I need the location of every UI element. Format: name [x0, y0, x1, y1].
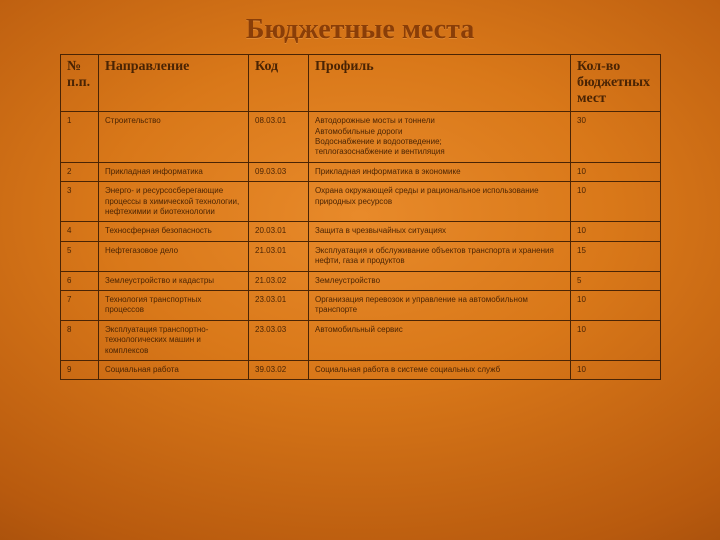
page-title: Бюджетные места	[0, 0, 720, 54]
table-row: 5Нефтегазовое дело21.03.01Эксплуатация и…	[61, 241, 661, 271]
cell-n: 1	[61, 112, 99, 163]
cell-dir: Социальная работа	[99, 360, 249, 379]
cell-dir: Техносферная безопасность	[99, 222, 249, 241]
cell-code: 23.03.01	[249, 290, 309, 320]
cell-n: 5	[61, 241, 99, 271]
table-row: 3Энерго- и ресурсосберегающие процессы в…	[61, 182, 661, 222]
cell-count: 10	[571, 320, 661, 360]
cell-profile: Социальная работа в системе социальных с…	[309, 360, 571, 379]
table-row: 6Землеустройство и кадастры21.03.02Земле…	[61, 271, 661, 290]
cell-count: 5	[571, 271, 661, 290]
cell-profile: Автомобильный сервис	[309, 320, 571, 360]
cell-profile: Землеустройство	[309, 271, 571, 290]
col-profile: Профиль	[309, 55, 571, 112]
col-number: № п.п.	[61, 55, 99, 112]
cell-n: 3	[61, 182, 99, 222]
table-row: 4Техносферная безопасность20.03.01Защита…	[61, 222, 661, 241]
cell-n: 4	[61, 222, 99, 241]
cell-count: 30	[571, 112, 661, 163]
budget-table: № п.п. Направление Код Профиль Кол-во бю…	[60, 54, 661, 380]
cell-dir: Землеустройство и кадастры	[99, 271, 249, 290]
cell-code: 39.03.02	[249, 360, 309, 379]
cell-profile: Эксплуатация и обслуживание объектов тра…	[309, 241, 571, 271]
cell-count: 15	[571, 241, 661, 271]
table-row: 7Технология транспортных процессов23.03.…	[61, 290, 661, 320]
cell-code: 21.03.02	[249, 271, 309, 290]
cell-code: 21.03.01	[249, 241, 309, 271]
table-row: 8Эксплуатация транспортно-технологически…	[61, 320, 661, 360]
table-row: 1Строительство08.03.01Автодорожные мосты…	[61, 112, 661, 163]
cell-count: 10	[571, 290, 661, 320]
table-container: № п.п. Направление Код Профиль Кол-во бю…	[60, 54, 660, 380]
table-header-row: № п.п. Направление Код Профиль Кол-во бю…	[61, 55, 661, 112]
cell-n: 7	[61, 290, 99, 320]
col-direction: Направление	[99, 55, 249, 112]
cell-profile: Защита в чрезвычайных ситуациях	[309, 222, 571, 241]
cell-n: 6	[61, 271, 99, 290]
cell-profile: Прикладная информатика в экономике	[309, 162, 571, 181]
cell-n: 8	[61, 320, 99, 360]
table-row: 2Прикладная информатика09.03.03Прикладна…	[61, 162, 661, 181]
cell-dir: Нефтегазовое дело	[99, 241, 249, 271]
cell-dir: Эксплуатация транспортно-технологических…	[99, 320, 249, 360]
cell-count: 10	[571, 162, 661, 181]
cell-dir: Строительство	[99, 112, 249, 163]
cell-n: 9	[61, 360, 99, 379]
cell-dir: Энерго- и ресурсосберегающие процессы в …	[99, 182, 249, 222]
cell-code: 23.03.03	[249, 320, 309, 360]
table-row: 9Социальная работа39.03.02Социальная раб…	[61, 360, 661, 379]
cell-dir: Прикладная информатика	[99, 162, 249, 181]
col-code: Код	[249, 55, 309, 112]
cell-n: 2	[61, 162, 99, 181]
cell-count: 10	[571, 360, 661, 379]
cell-dir: Технология транспортных процессов	[99, 290, 249, 320]
cell-code: 20.03.01	[249, 222, 309, 241]
col-count: Кол-во бюджетных мест	[571, 55, 661, 112]
cell-count: 10	[571, 182, 661, 222]
cell-count: 10	[571, 222, 661, 241]
cell-code: 08.03.01	[249, 112, 309, 163]
cell-code	[249, 182, 309, 222]
cell-profile: Автодорожные мосты и тоннелиАвтомобильны…	[309, 112, 571, 163]
cell-profile: Организация перевозок и управление на ав…	[309, 290, 571, 320]
cell-code: 09.03.03	[249, 162, 309, 181]
cell-profile: Охрана окружающей среды и рациональное и…	[309, 182, 571, 222]
